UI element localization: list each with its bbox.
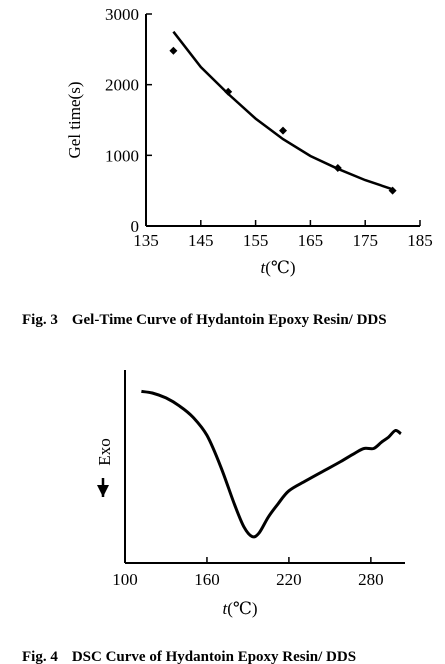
fig3-caption: Fig. 3 Gel-Time Curve of Hydantoin Epoxy … xyxy=(22,312,387,328)
fig3-fit-curve xyxy=(172,30,393,191)
fig3-y-tick-label: 1000 xyxy=(105,146,139,165)
fig3-y-tick-label: 2000 xyxy=(105,76,139,95)
fig3-y-tick-label: 0 xyxy=(131,217,140,236)
fig3-gel-time-chart: 0 1000 2000 3000 135 145 155 165 175 185 Gel tim… xyxy=(22,5,433,328)
fig4-x-tick-label: 100 xyxy=(112,570,138,589)
fig4-x-tick-label: 160 xyxy=(194,570,220,589)
fig4-caption: Fig. 4 DSC Curve of Hydantoin Epoxy Resin… xyxy=(22,649,356,664)
fig3-data-point xyxy=(333,164,342,173)
fig3-x-tick-label: 155 xyxy=(243,231,269,250)
fig4-dsc-chart: 100 160 220 280 Exo t(℃) Fig. 4 DSC Curve of… xyxy=(22,370,405,664)
fig3-x-tick-label: 145 xyxy=(188,231,214,250)
fig3-x-tick-label: 165 xyxy=(298,231,324,250)
fig3-y-axis-label: Gel time(s) xyxy=(65,82,84,159)
fig4-y-axis-label: Exo xyxy=(95,438,114,465)
exo-arrow-icon xyxy=(97,478,109,497)
fig4-x-axis-label: t(℃) xyxy=(222,599,257,618)
fig3-x-axis-label: t(℃) xyxy=(260,258,295,277)
fig3-data-point xyxy=(169,46,178,55)
fig3-x-tick-label: 135 xyxy=(133,231,159,250)
fig3-data-point xyxy=(388,186,397,195)
fig3-data-point xyxy=(279,126,287,135)
fig3-data-point xyxy=(224,87,233,96)
fig3-x-tick-label: 185 xyxy=(407,231,433,250)
fig4-dsc-curve xyxy=(141,389,402,539)
fig4-x-tick-label: 220 xyxy=(276,570,302,589)
fig3-y-tick-label: 3000 xyxy=(105,5,139,24)
fig4-x-tick-label: 280 xyxy=(358,570,384,589)
fig3-x-tick-label: 175 xyxy=(352,231,378,250)
